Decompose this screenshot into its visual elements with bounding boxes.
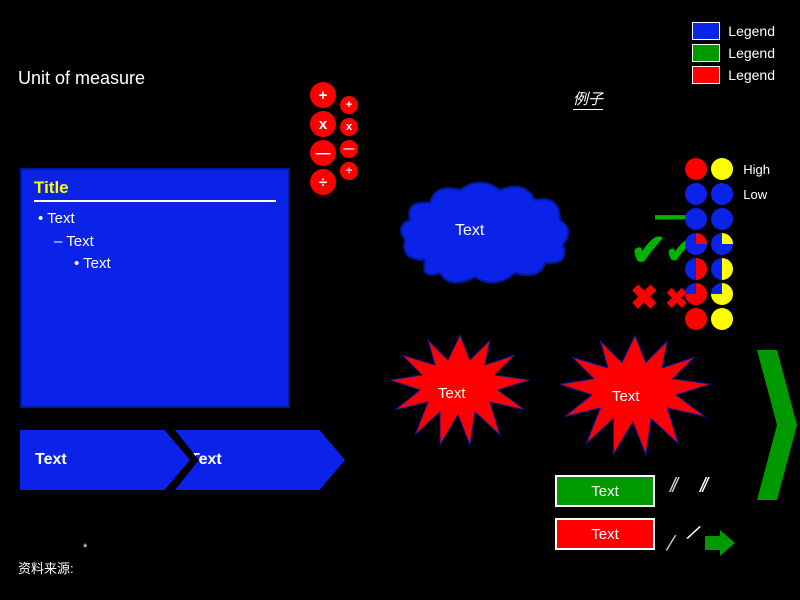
small-arrow-icon xyxy=(705,530,735,556)
pie-label-low: Low xyxy=(743,187,767,202)
cloud-text: Text xyxy=(455,222,484,240)
pie-r1c1 xyxy=(685,158,707,180)
pie-r7c2 xyxy=(711,308,733,330)
pie-r6c1 xyxy=(685,283,707,305)
footnote: * xyxy=(83,542,87,554)
op-div-big: ÷ xyxy=(310,169,336,195)
chevron-2: Text xyxy=(175,430,345,490)
source-label: 资料来源: xyxy=(18,558,74,577)
pie-r1c2 xyxy=(711,158,733,180)
pie-r6c2 xyxy=(711,283,733,305)
bullet-l3: • Text xyxy=(74,253,276,276)
pie-r5c1 xyxy=(685,258,707,280)
legend-swatch-1 xyxy=(692,22,720,40)
tally-2: // xyxy=(700,475,740,500)
legend-swatch-2 xyxy=(692,44,720,62)
big-arrow-icon xyxy=(757,350,797,500)
pie-r7c1 xyxy=(685,308,707,330)
pie-label-high: High xyxy=(743,162,770,177)
op-plus-sm: + xyxy=(340,96,358,114)
legend-swatch-3 xyxy=(692,66,720,84)
title-box: Title • Text – Text • Text xyxy=(20,168,290,408)
pie-r2c1 xyxy=(685,183,707,205)
title-heading: Title xyxy=(34,178,276,202)
example-label: 例子 xyxy=(573,88,603,110)
starburst-1-text: Text xyxy=(438,385,466,402)
op-minus-big: — xyxy=(310,140,336,166)
pie-r4c1 xyxy=(685,233,707,255)
unit-of-measure: Unit of measure xyxy=(18,68,145,89)
op-times-sm: x xyxy=(340,118,358,136)
red-button: Text xyxy=(555,518,655,550)
pie-r4c2 xyxy=(711,233,733,255)
pie-r3c1 xyxy=(685,208,707,230)
chevron-1: Text xyxy=(20,430,190,490)
pie-r2c2 xyxy=(711,183,733,205)
op-plus-big: + xyxy=(310,82,336,108)
pie-grid: High Low xyxy=(685,158,770,333)
pie-r5c2 xyxy=(711,258,733,280)
op-div-sm: ÷ xyxy=(340,162,358,180)
legend-label-2: Legend xyxy=(728,45,775,61)
legend-label-1: Legend xyxy=(728,23,775,39)
check-mark-1: ✔ xyxy=(630,225,667,276)
legend-label-3: Legend xyxy=(728,67,775,83)
legend: Legend Legend Legend xyxy=(692,22,775,88)
bullet-l1: • Text xyxy=(38,208,276,231)
starburst-2-text: Text xyxy=(612,388,640,405)
op-times-big: x xyxy=(310,111,336,137)
green-button: Text xyxy=(555,475,655,507)
cloud-shape xyxy=(395,175,575,295)
bullet-l2: – Text xyxy=(54,231,276,254)
op-minus-sm: — xyxy=(340,140,358,158)
pie-r3c2 xyxy=(711,208,733,230)
x-mark-1: ✖ xyxy=(630,278,659,318)
